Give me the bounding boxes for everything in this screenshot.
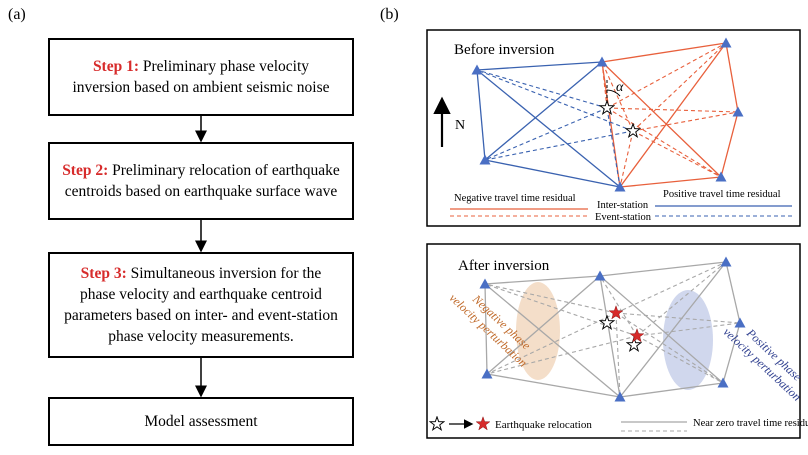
- after-gray-solid-edges: [484, 261, 741, 398]
- step-3-tag: Step 3:: [80, 265, 127, 282]
- step-1-line2: inversion based on ambient seismic noise: [72, 79, 330, 96]
- step-1-tag: Step 1:: [92, 58, 140, 75]
- panel-a-label: (a): [8, 6, 26, 23]
- legend-relocation-open-star: [429, 416, 445, 431]
- step-2-line1: Preliminary relocation of earthquake: [112, 162, 340, 179]
- positive-perturbation-blob: [663, 290, 713, 390]
- step-2-tag: Step 2:: [62, 162, 109, 179]
- panel-b-label: (b): [380, 6, 399, 23]
- before-blue-solid-edges: [476, 61, 621, 188]
- legend-inter-station: Inter-station: [597, 200, 649, 211]
- north-label: N: [455, 118, 465, 133]
- before-title: Before inversion: [454, 42, 555, 58]
- before-red-solid-edges: [601, 42, 739, 188]
- step-3-line4: phase velocity measurements.: [108, 328, 294, 345]
- after-title: After inversion: [458, 258, 550, 274]
- step-2-line2: centroids based on earthquake surface wa…: [64, 183, 338, 200]
- before-inversion-frame: [426, 29, 801, 227]
- after-inversion-frame: [426, 243, 801, 439]
- before-event-stars: [599, 100, 641, 138]
- step-3-box: Step 3: Simultaneous inversion for the p…: [48, 252, 354, 358]
- after-gray-dashed-edges: [484, 261, 741, 398]
- legend-event-station: Event-station: [595, 212, 652, 223]
- alpha-label: α: [616, 80, 624, 95]
- model-assessment-box: Model assessment: [48, 397, 354, 446]
- before-blue-dashed-edges: [476, 69, 634, 188]
- flow-arrows: [195, 116, 207, 398]
- step-3-line1: Simultaneous inversion for the: [130, 265, 322, 282]
- step-1-box: Step 1: Preliminary phase velocity inver…: [48, 38, 354, 116]
- step-2-box: Step 2: Preliminary relocation of earthq…: [48, 142, 354, 220]
- legend-positive-residual: Positive travel time residual: [663, 189, 781, 200]
- legend-relocation-red-star: [475, 416, 491, 431]
- step-3-line3: parameters based on inter- and event-sta…: [64, 307, 338, 324]
- model-assessment-label: Model assessment: [144, 413, 258, 430]
- after-relocated-stars: [608, 305, 645, 343]
- alpha-arc: [606, 89, 621, 97]
- before-red-dashed-edges: [601, 42, 739, 188]
- legend-negative-residual: Negative travel time residual: [454, 193, 576, 204]
- step-3-line2: phase velocity and earthquake centroid: [80, 286, 322, 303]
- step-1-line1: Preliminary phase velocity: [142, 58, 310, 75]
- legend-near-zero-label: Near zero travel time residual: [693, 418, 808, 429]
- positive-perturbation-label: Positive phase velocity perturbation: [721, 325, 805, 404]
- legend-relocation-label: Earthquake relocation: [495, 419, 592, 431]
